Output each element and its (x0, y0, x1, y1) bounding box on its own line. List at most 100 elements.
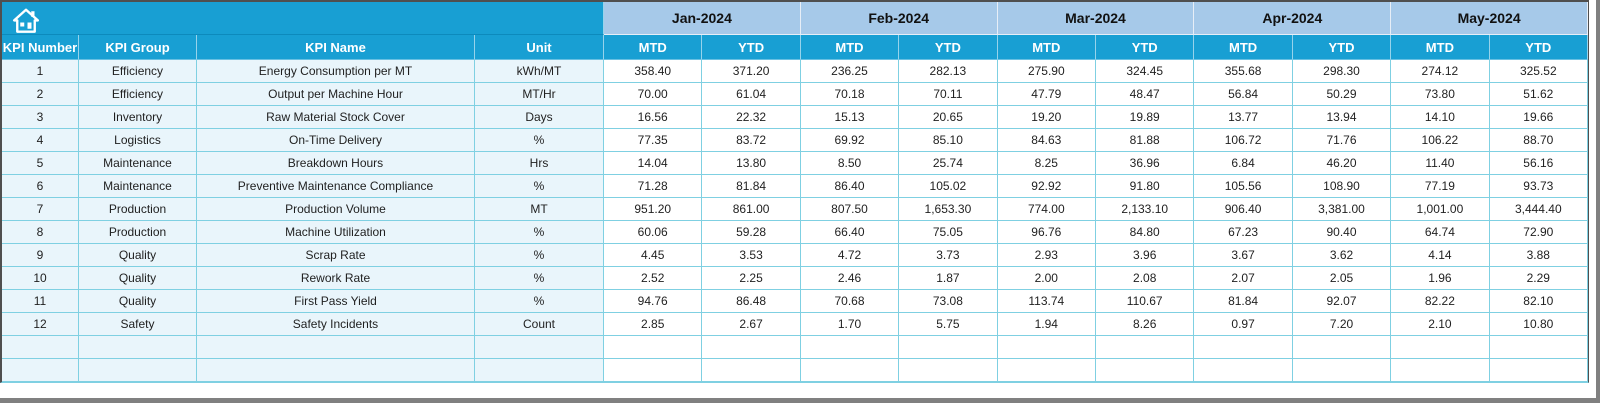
cell-value[interactable]: 2.93 (997, 244, 1096, 267)
cell-kpi-number[interactable]: 10 (2, 267, 79, 290)
cell-kpi-group[interactable]: Quality (79, 267, 197, 290)
cell-value[interactable]: 81.84 (1194, 290, 1293, 313)
cell-value[interactable]: 67.23 (1194, 221, 1293, 244)
cell-kpi-number[interactable]: 8 (2, 221, 79, 244)
empty-cell[interactable] (79, 359, 197, 382)
cell-kpi-name[interactable]: Energy Consumption per MT (197, 60, 475, 83)
cell-value[interactable]: 19.89 (1096, 106, 1195, 129)
empty-cell[interactable] (1194, 359, 1293, 382)
column-header-mtd[interactable]: MTD (997, 35, 1096, 60)
cell-kpi-number[interactable]: 6 (2, 175, 79, 198)
cell-value[interactable]: 71.28 (604, 175, 703, 198)
cell-value[interactable]: 2.25 (702, 267, 801, 290)
cell-value[interactable]: 2.67 (702, 313, 801, 336)
empty-cell[interactable] (475, 336, 604, 359)
column-header-ytd[interactable]: YTD (1096, 35, 1195, 60)
cell-value[interactable]: 70.00 (604, 83, 703, 106)
cell-value[interactable]: 73.80 (1391, 83, 1490, 106)
column-header-kpi-number[interactable]: KPI Number (2, 35, 79, 60)
cell-value[interactable]: 807.50 (800, 198, 900, 221)
empty-cell[interactable] (475, 359, 604, 382)
cell-unit[interactable]: % (475, 267, 604, 290)
empty-cell[interactable] (1391, 359, 1490, 382)
empty-cell[interactable] (1096, 336, 1195, 359)
cell-value[interactable]: 70.11 (899, 83, 998, 106)
cell-value[interactable]: 56.16 (1489, 152, 1588, 175)
empty-cell[interactable] (1194, 336, 1293, 359)
empty-cell[interactable] (800, 336, 900, 359)
cell-value[interactable]: 88.70 (1489, 129, 1588, 152)
empty-cell[interactable] (2, 359, 79, 382)
cell-value[interactable]: 70.68 (800, 290, 900, 313)
month-header-may-2024[interactable]: May-2024 (1391, 2, 1588, 35)
cell-kpi-group[interactable]: Quality (79, 244, 197, 267)
cell-value[interactable]: 66.40 (800, 221, 900, 244)
empty-cell[interactable] (702, 336, 801, 359)
empty-cell[interactable] (79, 336, 197, 359)
cell-value[interactable]: 92.92 (997, 175, 1096, 198)
cell-unit[interactable]: Count (475, 313, 604, 336)
column-header-kpi-name[interactable]: KPI Name (197, 35, 475, 60)
cell-value[interactable]: 2.29 (1489, 267, 1588, 290)
cell-kpi-name[interactable]: Raw Material Stock Cover (197, 106, 475, 129)
cell-value[interactable]: 81.84 (702, 175, 801, 198)
cell-value[interactable]: 13.80 (702, 152, 801, 175)
cell-kpi-number[interactable]: 11 (2, 290, 79, 313)
cell-value[interactable]: 10.80 (1489, 313, 1588, 336)
cell-kpi-number[interactable]: 7 (2, 198, 79, 221)
cell-value[interactable]: 48.47 (1096, 83, 1195, 106)
cell-value[interactable]: 358.40 (604, 60, 703, 83)
cell-value[interactable]: 113.74 (997, 290, 1096, 313)
cell-unit[interactable]: Days (475, 106, 604, 129)
cell-kpi-name[interactable]: Safety Incidents (197, 313, 475, 336)
cell-value[interactable]: 64.74 (1391, 221, 1490, 244)
cell-value[interactable]: 1,001.00 (1391, 198, 1490, 221)
cell-unit[interactable]: kWh/MT (475, 60, 604, 83)
cell-value[interactable]: 51.62 (1489, 83, 1588, 106)
cell-value[interactable]: 13.94 (1292, 106, 1392, 129)
cell-value[interactable]: 84.80 (1096, 221, 1195, 244)
column-header-ytd[interactable]: YTD (702, 35, 801, 60)
cell-kpi-number[interactable]: 1 (2, 60, 79, 83)
cell-value[interactable]: 3.53 (702, 244, 801, 267)
cell-value[interactable]: 355.68 (1194, 60, 1293, 83)
empty-cell[interactable] (997, 359, 1096, 382)
cell-value[interactable]: 906.40 (1194, 198, 1293, 221)
cell-value[interactable]: 275.90 (997, 60, 1096, 83)
cell-value[interactable]: 774.00 (997, 198, 1096, 221)
cell-value[interactable]: 106.72 (1194, 129, 1293, 152)
column-header-ytd[interactable]: YTD (1489, 35, 1588, 60)
cell-value[interactable]: 1.96 (1391, 267, 1490, 290)
cell-kpi-number[interactable]: 5 (2, 152, 79, 175)
empty-cell[interactable] (1489, 336, 1588, 359)
cell-value[interactable]: 15.13 (800, 106, 900, 129)
cell-value[interactable]: 108.90 (1292, 175, 1392, 198)
empty-cell[interactable] (1292, 359, 1392, 382)
cell-value[interactable]: 22.32 (702, 106, 801, 129)
cell-value[interactable]: 82.22 (1391, 290, 1490, 313)
empty-cell[interactable] (899, 336, 998, 359)
cell-value[interactable]: 90.40 (1292, 221, 1392, 244)
cell-value[interactable]: 2.85 (604, 313, 703, 336)
cell-kpi-group[interactable]: Efficiency (79, 60, 197, 83)
cell-kpi-name[interactable]: First Pass Yield (197, 290, 475, 313)
cell-value[interactable]: 6.84 (1194, 152, 1293, 175)
cell-unit[interactable]: % (475, 129, 604, 152)
empty-cell[interactable] (800, 359, 900, 382)
cell-value[interactable]: 81.88 (1096, 129, 1195, 152)
cell-value[interactable]: 77.35 (604, 129, 703, 152)
cell-kpi-group[interactable]: Safety (79, 313, 197, 336)
empty-cell[interactable] (1489, 359, 1588, 382)
cell-kpi-group[interactable]: Inventory (79, 106, 197, 129)
cell-kpi-group[interactable]: Logistics (79, 129, 197, 152)
cell-value[interactable]: 83.72 (702, 129, 801, 152)
column-header-ytd[interactable]: YTD (1292, 35, 1392, 60)
empty-cell[interactable] (899, 359, 998, 382)
cell-kpi-number[interactable]: 4 (2, 129, 79, 152)
cell-value[interactable]: 71.76 (1292, 129, 1392, 152)
cell-value[interactable]: 73.08 (899, 290, 998, 313)
cell-value[interactable]: 94.76 (604, 290, 703, 313)
cell-unit[interactable]: % (475, 175, 604, 198)
cell-value[interactable]: 1.70 (800, 313, 900, 336)
cell-value[interactable]: 93.73 (1489, 175, 1588, 198)
